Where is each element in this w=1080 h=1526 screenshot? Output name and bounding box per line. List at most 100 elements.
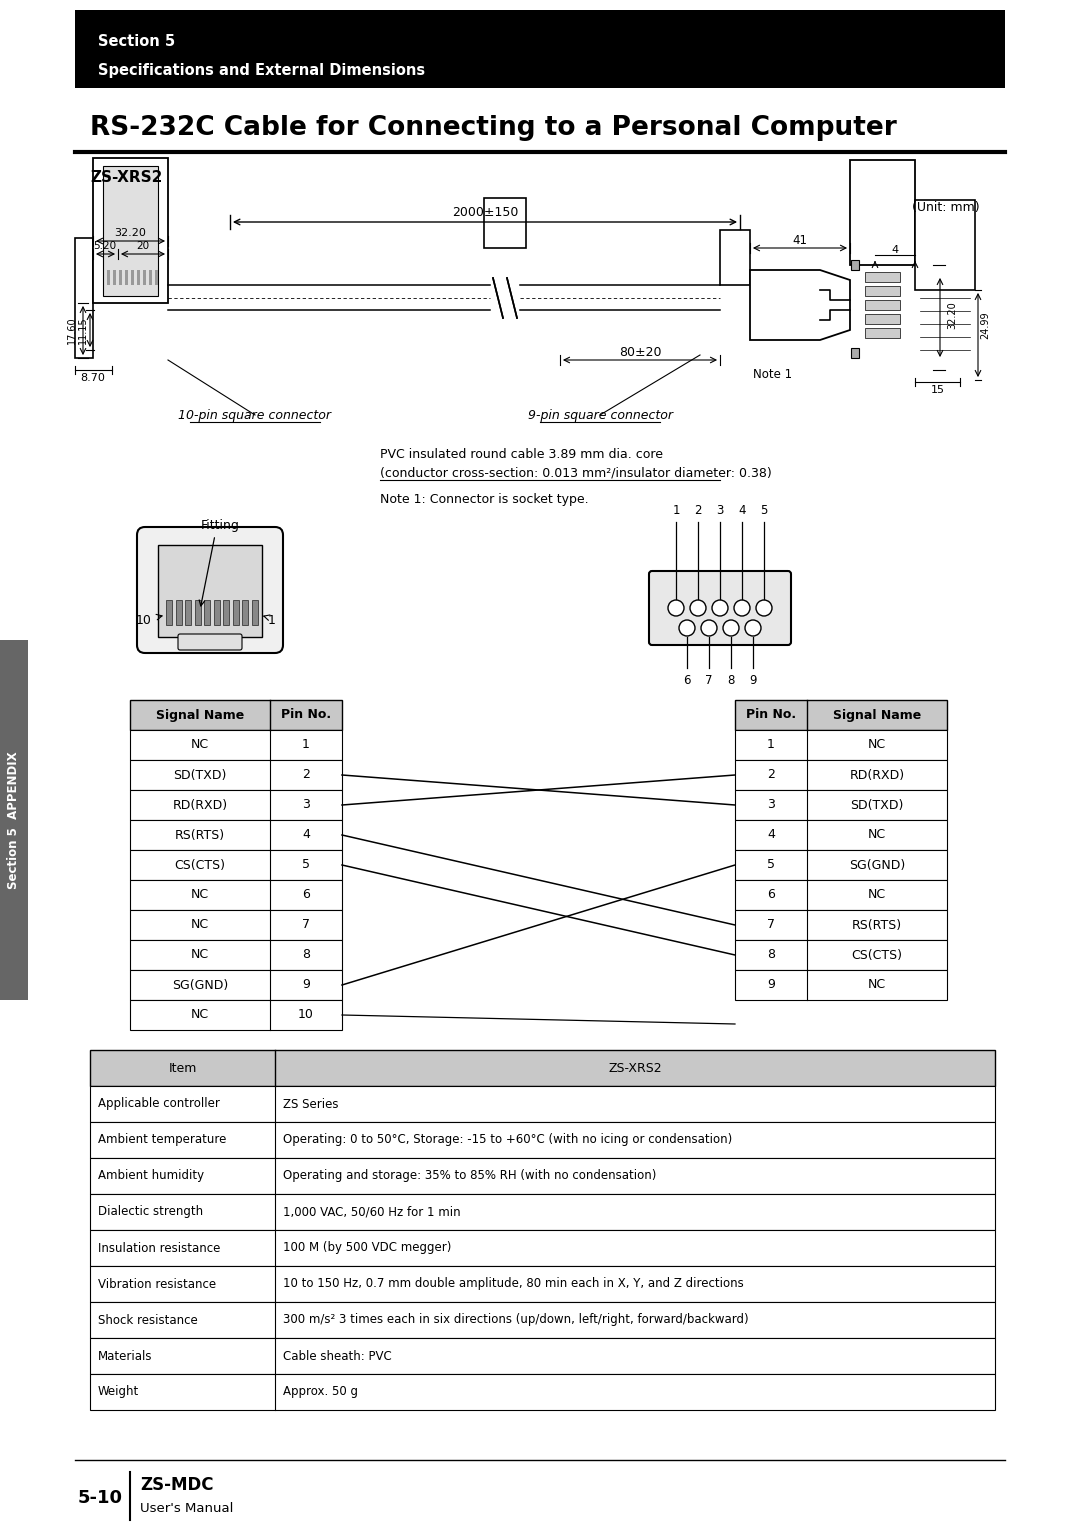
Bar xyxy=(252,600,257,626)
Bar xyxy=(90,1158,995,1193)
Text: NC: NC xyxy=(191,739,210,751)
Text: 8: 8 xyxy=(302,949,310,961)
Bar xyxy=(851,348,859,359)
Text: Pin No.: Pin No. xyxy=(281,708,332,722)
Text: 5: 5 xyxy=(767,859,775,871)
Text: NC: NC xyxy=(868,829,886,841)
Bar xyxy=(103,166,158,296)
Text: 9: 9 xyxy=(750,673,757,687)
Bar xyxy=(107,270,110,285)
Bar xyxy=(865,285,900,296)
Text: 4: 4 xyxy=(302,829,310,841)
Bar xyxy=(119,270,122,285)
Text: 11.15: 11.15 xyxy=(78,316,87,343)
Text: RS(RTS): RS(RTS) xyxy=(175,829,225,841)
Bar xyxy=(865,314,900,324)
Text: Signal Name: Signal Name xyxy=(156,708,244,722)
Text: 7: 7 xyxy=(302,919,310,931)
Text: SG(GND): SG(GND) xyxy=(849,859,905,871)
Bar xyxy=(90,1230,995,1267)
Text: 1: 1 xyxy=(302,739,310,751)
Bar xyxy=(149,270,152,285)
Bar xyxy=(137,270,140,285)
Text: NC: NC xyxy=(191,949,210,961)
Bar xyxy=(735,760,947,790)
Circle shape xyxy=(756,600,772,617)
Text: NC: NC xyxy=(868,888,886,902)
Circle shape xyxy=(712,600,728,617)
Bar xyxy=(735,729,947,760)
Bar xyxy=(735,700,947,729)
Text: 300 m/s² 3 times each in six directions (up/down, left/right, forward/backward): 300 m/s² 3 times each in six directions … xyxy=(283,1314,748,1326)
Text: Dialectic strength: Dialectic strength xyxy=(98,1206,203,1218)
Bar xyxy=(735,790,947,819)
Bar xyxy=(850,160,915,266)
Bar xyxy=(90,1302,995,1338)
Text: 3: 3 xyxy=(716,504,724,516)
FancyBboxPatch shape xyxy=(178,633,242,650)
Text: 5: 5 xyxy=(302,859,310,871)
Bar xyxy=(90,1338,995,1373)
Text: NC: NC xyxy=(868,739,886,751)
Bar xyxy=(851,259,859,270)
Text: 9-pin square connector: 9-pin square connector xyxy=(527,409,673,421)
Bar xyxy=(735,850,947,881)
Bar xyxy=(0,639,28,1000)
Bar xyxy=(166,600,172,626)
Text: Pin No.: Pin No. xyxy=(746,708,796,722)
Text: 20: 20 xyxy=(136,241,149,250)
Bar xyxy=(130,760,342,790)
Bar xyxy=(185,600,191,626)
Bar xyxy=(494,276,516,320)
Text: RS(RTS): RS(RTS) xyxy=(852,919,902,931)
Text: ZS-XRS2: ZS-XRS2 xyxy=(608,1062,662,1074)
Text: NC: NC xyxy=(191,919,210,931)
Text: NC: NC xyxy=(868,978,886,992)
Text: 17.60: 17.60 xyxy=(67,316,77,343)
Text: User's Manual: User's Manual xyxy=(140,1502,233,1514)
Text: SG(GND): SG(GND) xyxy=(172,978,228,992)
Bar xyxy=(735,819,947,850)
Text: 2: 2 xyxy=(694,504,702,516)
Bar xyxy=(156,270,158,285)
Text: Vibration resistance: Vibration resistance xyxy=(98,1277,216,1291)
Text: 32.20: 32.20 xyxy=(114,227,146,238)
Bar xyxy=(90,1050,995,1087)
Circle shape xyxy=(745,620,761,636)
Bar xyxy=(242,600,248,626)
Text: 32.20: 32.20 xyxy=(947,301,957,330)
Bar xyxy=(90,1267,995,1302)
Bar xyxy=(735,881,947,909)
Polygon shape xyxy=(750,270,850,340)
Text: 4: 4 xyxy=(739,504,746,516)
Text: 7: 7 xyxy=(705,673,713,687)
Text: 6: 6 xyxy=(767,888,775,902)
Text: 3: 3 xyxy=(767,798,775,812)
Text: Section 5  APPENDIX: Section 5 APPENDIX xyxy=(8,751,21,888)
Text: RS-232C Cable for Connecting to a Personal Computer: RS-232C Cable for Connecting to a Person… xyxy=(90,114,896,140)
Bar xyxy=(175,600,181,626)
Text: 100 M (by 500 VDC megger): 100 M (by 500 VDC megger) xyxy=(283,1242,451,1254)
Bar xyxy=(204,600,210,626)
Text: ZS-MDC: ZS-MDC xyxy=(140,1476,214,1494)
Text: CS(CTS): CS(CTS) xyxy=(851,949,903,961)
Bar xyxy=(158,545,262,636)
Bar xyxy=(214,600,219,626)
Text: Shock resistance: Shock resistance xyxy=(98,1314,198,1326)
Text: Specifications and External Dimensions: Specifications and External Dimensions xyxy=(98,63,426,78)
Text: Note 1: Connector is socket type.: Note 1: Connector is socket type. xyxy=(380,493,589,507)
Bar xyxy=(735,971,947,1000)
Bar xyxy=(143,270,146,285)
Text: SD(TXD): SD(TXD) xyxy=(173,769,227,781)
Bar xyxy=(130,881,342,909)
Bar xyxy=(130,940,342,971)
Text: 2000±150: 2000±150 xyxy=(451,206,518,220)
Text: 4: 4 xyxy=(767,829,775,841)
Text: 6: 6 xyxy=(684,673,691,687)
Text: 5: 5 xyxy=(760,504,768,516)
Circle shape xyxy=(690,600,706,617)
Text: Materials: Materials xyxy=(98,1349,152,1363)
Circle shape xyxy=(701,620,717,636)
Circle shape xyxy=(723,620,739,636)
Text: Operating and storage: 35% to 85% RH (with no condensation): Operating and storage: 35% to 85% RH (wi… xyxy=(283,1169,657,1183)
